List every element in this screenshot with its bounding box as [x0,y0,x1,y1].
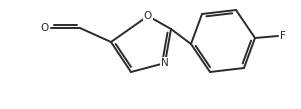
Text: O: O [144,11,152,21]
Text: O: O [41,23,49,33]
Text: N: N [161,58,169,68]
Text: F: F [280,31,286,41]
